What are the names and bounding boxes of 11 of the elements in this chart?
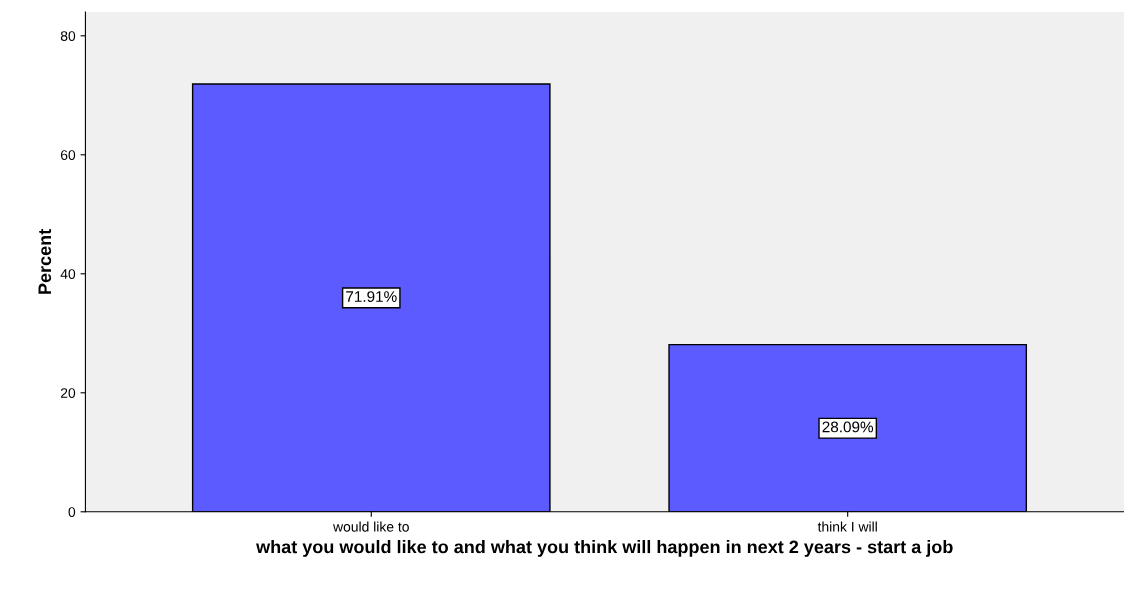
data-label: 71.91%: [346, 291, 397, 302]
x-tick-label: would like to: [333, 521, 409, 532]
y-tick-label: 20: [60, 388, 76, 398]
y-tick-label: 60: [60, 150, 76, 160]
x-tick-label: think I will: [817, 521, 877, 532]
data-label: 28.09%: [822, 421, 874, 433]
y-tick-label: 0: [68, 507, 76, 517]
x-axis-title: what you would like to and what you think will happen in next 2 years - start a job: [256, 540, 953, 557]
y-tick-label: 80: [60, 31, 76, 41]
y-tick-label: 40: [60, 269, 76, 279]
y-axis-title: Percent: [38, 229, 52, 294]
